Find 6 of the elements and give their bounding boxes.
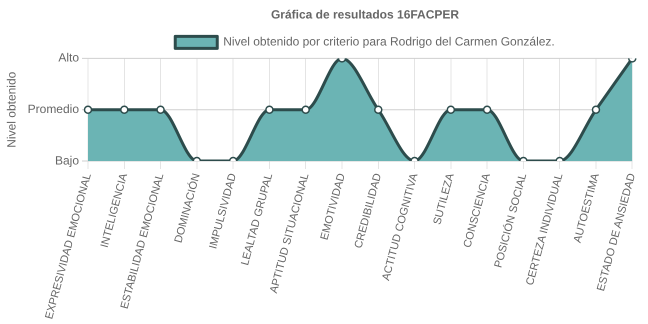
ref-line-label: Bajo [54,153,80,168]
y-axis-title: Nivel obtenido [4,71,18,148]
ref-line-label: Alto [58,50,80,65]
chart-title: Gráfica de resultados 16FACPER [270,8,460,22]
legend-label: Nivel obtenido por criterio para Rodrigo del Carmen González. [223,34,555,49]
ref-line-label: Promedio [28,102,80,116]
